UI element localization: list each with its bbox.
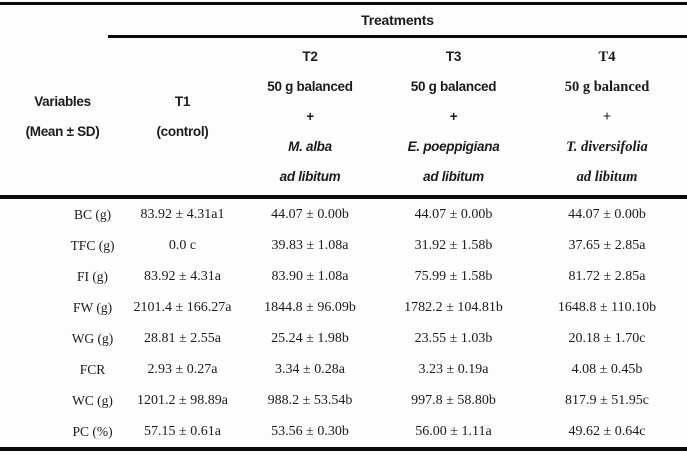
row-label: WC (g) [72,392,113,408]
data-cell: 988.2 ± 53.54b [267,392,353,408]
treatments-spacer [0,5,108,38]
row-label: FI (g) [76,268,109,284]
data-cell: 83.90 ± 1.08a [271,268,349,284]
header-line: (Mean ± SD) [25,123,100,139]
data-cell: 28.81 ± 2.55a [144,330,221,346]
table-row: WG (g) 28.81 ± 2.55a 25.24 ± 1.98b 23.55… [0,323,687,354]
header-line: ad libitum [576,168,638,185]
header-line: Variables [34,93,91,109]
table-row: TFC (g) 0.0 c 39.83 ± 1.08a 31.92 ± 1.58… [0,230,687,261]
table-row: WC (g) 1201.2 ± 98.89a 988.2 ± 53.54b 99… [0,385,687,416]
header-line: + [306,108,314,124]
data-cell: 1844.8 ± 96.09b [264,299,356,315]
header-line: T3 [445,48,462,64]
data-cell: 31.92 ± 1.58b [414,237,493,253]
row-label: BC (g) [73,206,112,222]
header-line: T1 [174,93,191,109]
data-cell: 49.62 ± 0.64c [568,423,646,439]
species-name: E. poeppigiana [407,138,500,154]
row-label: FCR [79,361,106,377]
data-cell: 81.72 ± 2.85a [568,268,646,284]
table-row: FCR 2.93 ± 0.27a 3.34 ± 0.28a 3.23 ± 0.1… [0,354,687,385]
species-name: T. diversifolia [566,138,648,155]
table-body: BC (g) 83.92 ± 4.31a1 44.07 ± 0.00b 44.0… [0,199,687,447]
data-cell: 1201.2 ± 98.89a [137,392,228,408]
data-cell: 0.0 c [168,237,197,253]
data-cell: 57.15 ± 0.61a [144,423,221,439]
table-row: PC (%) 57.15 ± 0.61a 53.56 ± 0.30b 56.00… [0,416,687,447]
data-cell: 20.18 ± 1.70c [568,330,646,346]
data-cell: 817.9 ± 51.95c [565,392,649,408]
data-cell: 44.07 ± 0.00b [414,206,493,222]
data-cell: 53.56 ± 0.30b [271,423,349,439]
data-cell: 3.23 ± 0.19a [418,361,489,377]
data-cell: 56.00 ± 1.11a [415,423,492,439]
table-row: BC (g) 83.92 ± 4.31a1 44.07 ± 0.00b 44.0… [0,199,687,230]
data-cell: 39.83 ± 1.08a [271,237,349,253]
data-cell: 23.55 ± 1.03b [414,330,493,346]
header-line: + [449,108,458,124]
row-label: TFC (g) [70,237,115,253]
table-row: FI (g) 83.92 ± 4.31a 83.90 ± 1.08a 75.99… [0,261,687,292]
species-name: M. alba [288,138,332,154]
header-line: (control) [156,123,209,139]
data-cell: 4.08 ± 0.45b [571,361,643,377]
col-header-t4: T4 50 g balanced + T. diversifolia ad li… [527,38,687,195]
header-line: T2 [302,48,318,64]
bottom-border-rule [0,447,687,451]
data-cell: 44.07 ± 0.00b [271,206,349,222]
header-line: T4 [598,48,616,65]
col-header-t2: T2 50 g balanced + M. alba ad libitum [240,38,380,195]
data-cell: 37.65 ± 2.85a [568,237,646,253]
header-line: 50 g balanced [564,78,650,95]
treatments-label: Treatments [361,12,434,28]
row-label: FW (g) [72,299,113,315]
data-cell: 1648.8 ± 110.10b [557,299,657,315]
header-line: 50 g balanced [267,78,353,94]
data-cell: 2.93 ± 0.27a [147,361,218,377]
treatments-group-header: Treatments [108,5,687,38]
col-header-variables: Variables (Mean ± SD) [0,38,125,195]
row-label: PC (%) [72,423,113,439]
header-line: ad libitum [279,168,341,184]
data-cell: 997.8 ± 58.80b [411,392,496,408]
treatments-header-row: Treatments [0,5,687,38]
top-border-rule [0,2,687,5]
col-header-t1: T1 (control) [125,38,240,195]
row-label: WG (g) [71,330,114,346]
table-row: FW (g) 2101.4 ± 166.27a 1844.8 ± 96.09b … [0,292,687,323]
data-cell: 75.99 ± 1.58b [414,268,493,284]
data-cell: 3.34 ± 0.28a [275,361,345,377]
header-body-divider [0,195,687,199]
table-column-headers: Variables (Mean ± SD) T1 (control) T2 50… [0,38,687,195]
data-cell: 1782.2 ± 104.81b [404,299,503,315]
data-cell: 25.24 ± 1.98b [271,330,349,346]
header-line: ad libitum [423,168,484,184]
data-cell: 2101.4 ± 166.27a [133,299,232,315]
header-line: 50 g balanced [410,78,497,94]
data-cell: 83.92 ± 4.31a [144,268,221,284]
data-cell: 83.92 ± 4.31a1 [140,206,225,222]
header-line: + [602,108,612,125]
col-header-t3: T3 50 g balanced + E. poeppigiana ad lib… [380,38,527,195]
data-cell: 44.07 ± 0.00b [568,206,646,222]
